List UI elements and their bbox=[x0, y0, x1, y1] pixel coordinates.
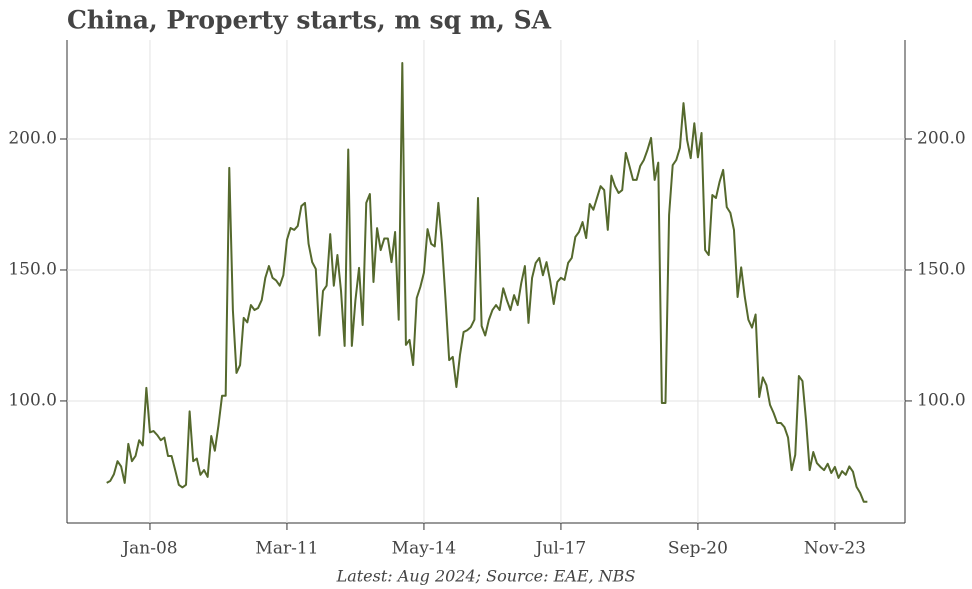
y2-tick-label: 100.0 bbox=[917, 390, 966, 410]
chart-title: China, Property starts, m sq m, SA bbox=[67, 6, 552, 35]
x-tick-label: Mar-11 bbox=[255, 539, 318, 559]
y-tick-label: 100.0 bbox=[8, 390, 57, 410]
x-tick-label: May-14 bbox=[392, 539, 457, 559]
y2-tick-label: 150.0 bbox=[917, 259, 966, 279]
data-line bbox=[106, 62, 868, 503]
y-tick-label: 150.0 bbox=[8, 259, 57, 279]
x-tick-label: Nov-23 bbox=[804, 539, 866, 559]
y2-tick-label: 200.0 bbox=[917, 129, 966, 149]
footer: Latest: Aug 2024; Source: EAE, NBS bbox=[336, 567, 636, 586]
x-tick-label: Jul-17 bbox=[534, 539, 587, 559]
x-tick-label: Jan-08 bbox=[120, 539, 177, 559]
y-tick-label: 200.0 bbox=[8, 129, 57, 149]
x-tick-label: Sep-20 bbox=[668, 539, 728, 559]
